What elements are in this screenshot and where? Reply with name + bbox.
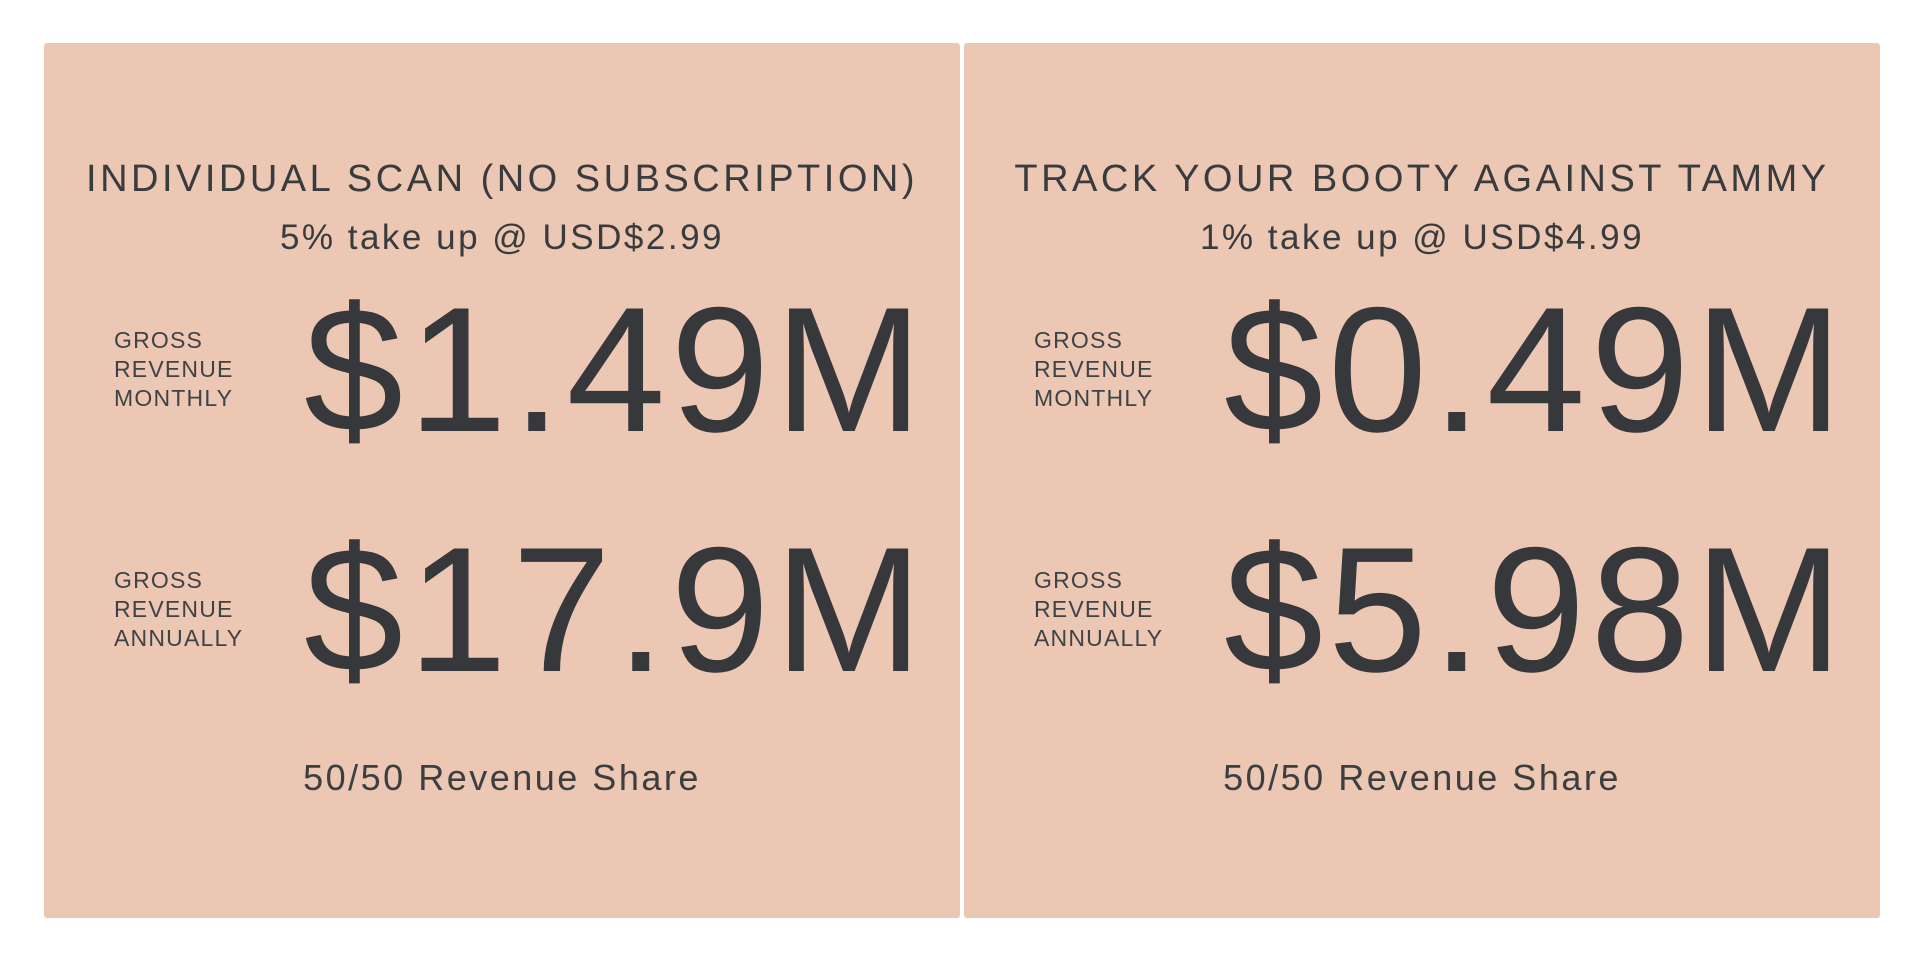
panel-subtitle: 5% take up @ USD$2.99 [279, 218, 725, 258]
stat-label-line: REVENUE [1034, 356, 1154, 383]
stat-label-gross-revenue-annually: GROSS REVENUE ANNUALLY [1034, 566, 1204, 653]
stat-label-line: REVENUE [1034, 596, 1154, 623]
stat-label-line: GROSS [1034, 567, 1124, 594]
stat-row-gross-revenue-monthly: GROSS REVENUE MONTHLY $1.49M [44, 275, 960, 465]
revenue-share-note: 50/50 Revenue Share [303, 756, 701, 798]
stat-value-gross-revenue-monthly: $1.49M [304, 269, 928, 469]
stat-label-gross-revenue-monthly: GROSS REVENUE MONTHLY [1034, 326, 1204, 413]
stat-label-gross-revenue-annually: GROSS REVENUE ANNUALLY [114, 566, 284, 653]
stat-value-gross-revenue-annually: $5.98M [1224, 509, 1848, 709]
revenue-share-note: 50/50 Revenue Share [1223, 756, 1621, 798]
panel-title: INDIVIDUAL SCAN (NO SUBSCRIPTION) [86, 158, 918, 200]
stat-label-line: GROSS [114, 327, 204, 354]
stat-row-gross-revenue-annually: GROSS REVENUE ANNUALLY $17.9M [44, 515, 960, 705]
stat-label-line: ANNUALLY [1034, 625, 1164, 652]
panel-header: TRACK YOUR BOOTY AGAINST TAMMY 1% take u… [1014, 155, 1829, 261]
stat-label-line: GROSS [114, 567, 204, 594]
stat-label-line: MONTHLY [114, 385, 234, 412]
stat-label-line: GROSS [1034, 327, 1124, 354]
panel-individual-scan: INDIVIDUAL SCAN (NO SUBSCRIPTION) 5% tak… [44, 43, 960, 918]
stat-label-line: MONTHLY [1034, 385, 1154, 412]
stat-label-line: REVENUE [114, 596, 234, 623]
stat-row-gross-revenue-annually: GROSS REVENUE ANNUALLY $5.98M [964, 515, 1880, 705]
stat-value-gross-revenue-annually: $17.9M [304, 509, 928, 709]
panel-track-your-booty: TRACK YOUR BOOTY AGAINST TAMMY 1% take u… [964, 43, 1880, 918]
panel-title: TRACK YOUR BOOTY AGAINST TAMMY [1014, 158, 1830, 200]
stat-row-gross-revenue-monthly: GROSS REVENUE MONTHLY $0.49M [964, 275, 1880, 465]
panel-header: INDIVIDUAL SCAN (NO SUBSCRIPTION) 5% tak… [86, 155, 918, 261]
panel-subtitle: 1% take up @ USD$4.99 [1199, 218, 1645, 258]
stat-value-gross-revenue-monthly: $0.49M [1224, 269, 1848, 469]
stat-label-line: ANNUALLY [114, 625, 244, 652]
stat-label-line: REVENUE [114, 356, 234, 383]
stat-label-gross-revenue-monthly: GROSS REVENUE MONTHLY [114, 326, 284, 413]
